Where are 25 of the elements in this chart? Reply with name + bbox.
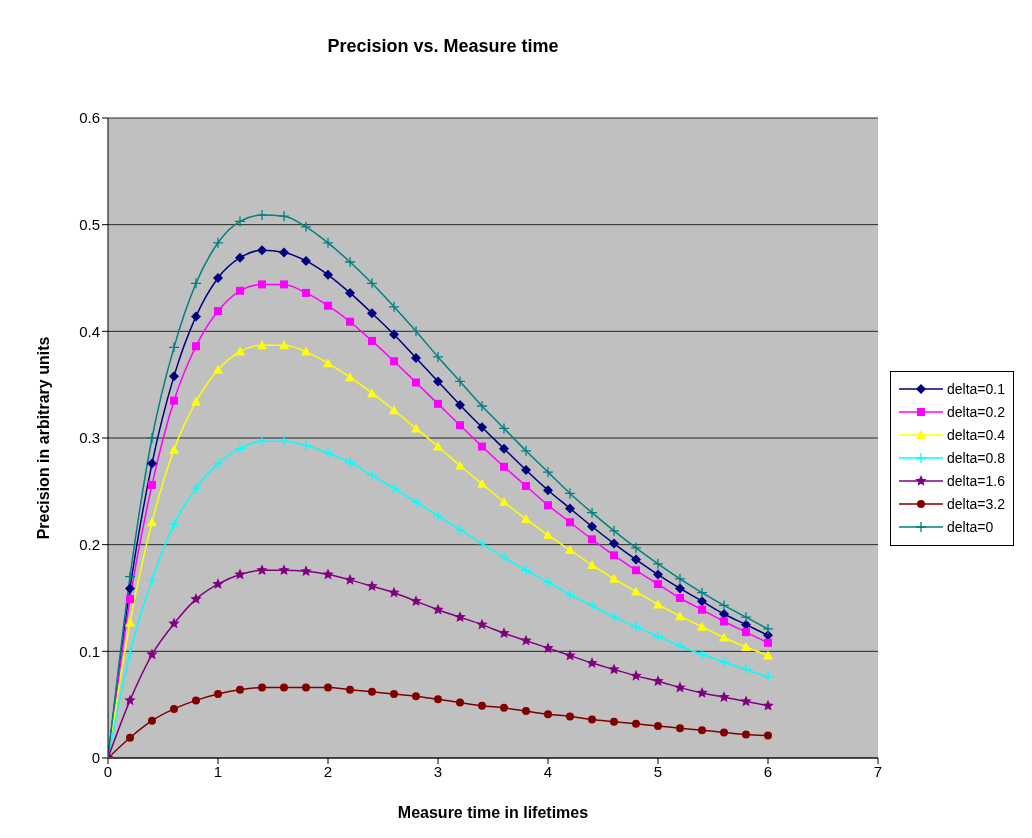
y-tick-label: 0.6 xyxy=(79,109,100,127)
legend-label: delta=0.1 xyxy=(947,381,1005,397)
legend-label: delta=0 xyxy=(947,519,994,535)
y-tick-label: 0.3 xyxy=(79,429,100,447)
y-tick-label: 0 xyxy=(91,749,100,767)
x-tick-label: 3 xyxy=(433,762,443,780)
y-tick-label: 0.1 xyxy=(79,642,100,660)
y-axis-title: Precision in arbitrary units xyxy=(34,336,52,540)
x-tick-label: 0 xyxy=(103,762,113,780)
x-tick-label: 1 xyxy=(213,762,223,780)
y-tick-label: 0.2 xyxy=(79,535,100,553)
legend-label: delta=1.6 xyxy=(947,473,1005,489)
x-tick-label: 7 xyxy=(873,762,883,780)
y-tick-label: 0.5 xyxy=(79,215,100,233)
legend-label: delta=0.4 xyxy=(947,427,1005,443)
x-tick-label: 4 xyxy=(543,762,553,780)
legend-label: delta=0.8 xyxy=(947,450,1005,466)
x-tick-label: 5 xyxy=(653,762,663,780)
x-tick-label: 2 xyxy=(323,762,333,780)
y-tick-label: 0.4 xyxy=(79,322,100,340)
x-tick-label: 6 xyxy=(763,762,773,780)
legend-label: delta=3.2 xyxy=(947,496,1005,512)
legend-label: delta=0.2 xyxy=(947,404,1005,420)
chart-title: Precision vs. Measure time xyxy=(326,35,560,58)
x-axis-title: Measure time in lifetimes xyxy=(397,804,589,821)
